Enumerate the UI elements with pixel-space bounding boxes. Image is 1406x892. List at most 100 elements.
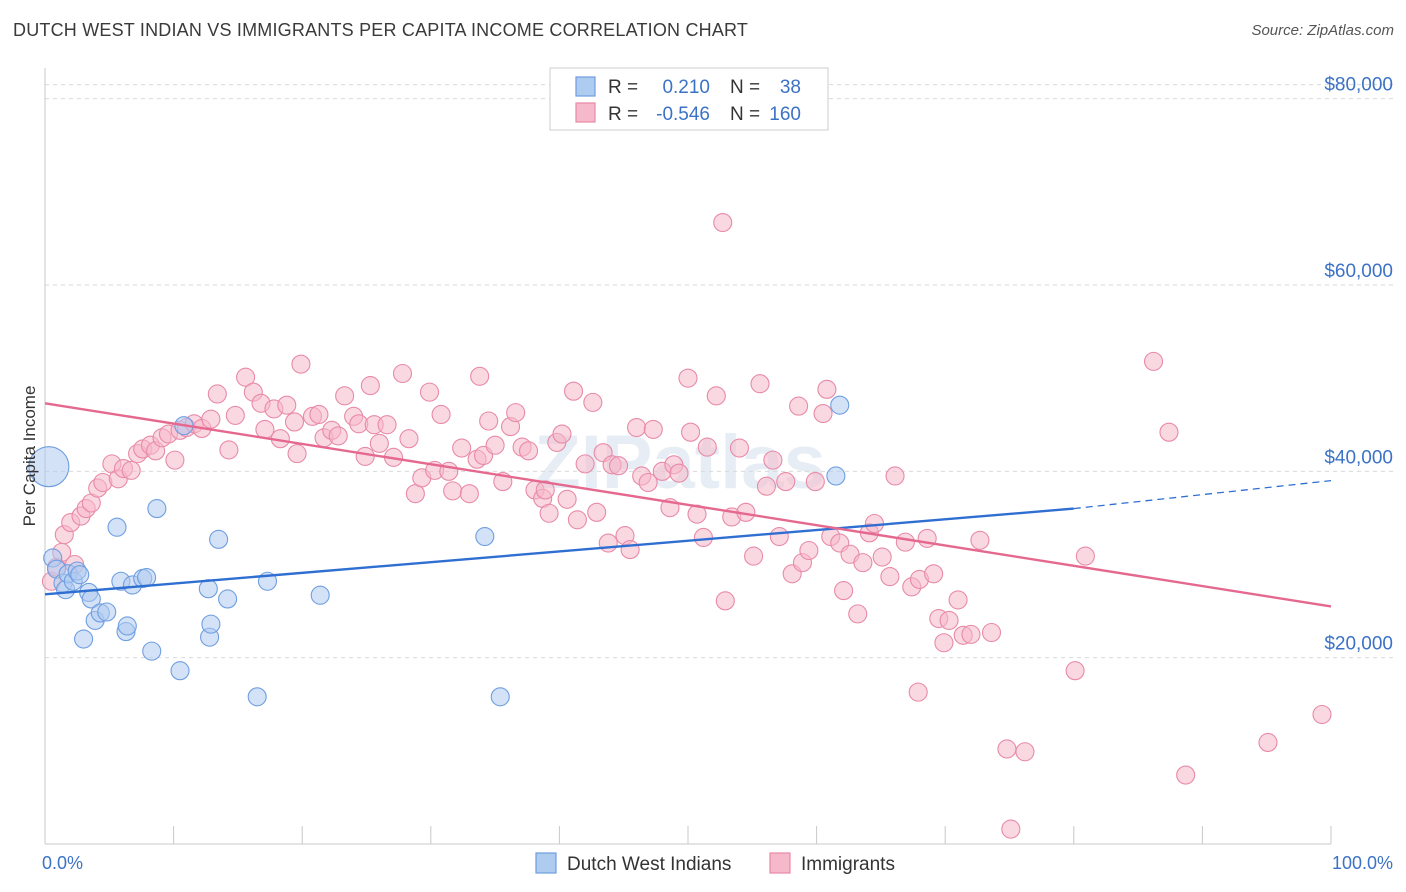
immigrants-point: [789, 396, 809, 416]
immigrants-point: [939, 610, 959, 630]
dutch-west-indians-point: [475, 526, 495, 547]
dutch-west-indians-point: [218, 589, 238, 609]
immigrants-point: [924, 564, 944, 584]
immigrants-point: [207, 384, 227, 404]
immigrants-point: [587, 502, 607, 522]
x-tick-max: 100.0%: [1332, 853, 1393, 873]
legend-n-label-blue: N =: [730, 77, 760, 98]
dutch-west-indians-point: [107, 517, 127, 537]
immigrants-point: [756, 476, 776, 496]
dutch-west-indians-point: [97, 602, 117, 622]
immigrants-point: [934, 633, 954, 653]
immigrants-point: [399, 429, 419, 449]
immigrants-point: [678, 368, 698, 388]
series-legend-swatch-blue: [535, 852, 557, 874]
immigrants-point: [236, 367, 256, 387]
immigrants-point: [895, 532, 915, 552]
immigrants-point: [485, 435, 505, 455]
immigrants-point: [219, 440, 239, 460]
x-tick-min: 0.0%: [42, 853, 83, 873]
immigrants-trend-line: [44, 402, 1332, 608]
dutch-west-indians-point: [830, 395, 850, 415]
immigrants-point: [799, 540, 819, 561]
immigrants-point: [443, 481, 463, 501]
immigrants-point: [715, 591, 735, 611]
immigrants-point: [776, 472, 796, 492]
dutch-west-indians-point: [137, 567, 157, 588]
immigrants-point: [309, 404, 329, 425]
immigrants-point: [563, 381, 584, 401]
immigrants-point: [669, 463, 689, 483]
immigrants-point: [355, 446, 375, 466]
immigrants-point: [813, 404, 833, 424]
dutch-west-indians-point: [28, 446, 70, 488]
immigrants-point: [287, 444, 307, 464]
immigrants-point: [575, 454, 595, 474]
immigrants-point: [369, 433, 389, 453]
immigrants-point: [769, 526, 789, 547]
immigrants-point: [1015, 742, 1035, 762]
immigrants-point: [997, 739, 1017, 759]
y-axis-label: Per Capita Income: [20, 386, 39, 527]
immigrants-point: [459, 484, 479, 504]
immigrants-point: [729, 438, 749, 458]
immigrants-point: [506, 403, 526, 423]
dutch-west-indians-trend-extension: [1073, 479, 1332, 510]
immigrants-point: [277, 395, 297, 415]
immigrants-point: [1312, 704, 1332, 725]
immigrants-point: [535, 480, 555, 500]
immigrants-point: [834, 581, 854, 601]
immigrants-point: [1159, 422, 1179, 442]
immigrants-point: [1176, 765, 1196, 785]
legend-r-value-blue: 0.210: [662, 77, 710, 98]
legend-r-value-pink: -0.546: [656, 104, 710, 125]
immigrants-point: [805, 472, 825, 492]
immigrants-point: [518, 441, 539, 461]
immigrants-point: [620, 540, 640, 560]
y-tick-labels: $20,000 $40,000 $60,000 $80,000: [1324, 75, 1393, 655]
series-legend-label-pink: Immigrants: [801, 854, 895, 875]
dutch-west-indians-point: [74, 629, 94, 649]
immigrants-point: [1143, 351, 1164, 371]
immigrants-point: [908, 682, 928, 702]
immigrants-point: [744, 546, 764, 566]
immigrants-point: [880, 567, 900, 587]
immigrants-point: [1075, 546, 1095, 566]
y-tick-label: $60,000: [1324, 261, 1393, 282]
immigrants-point: [470, 366, 490, 386]
immigrants-point: [713, 213, 733, 233]
immigrants-point: [419, 382, 440, 402]
legend-box: [549, 67, 829, 131]
immigrants-point: [598, 533, 618, 553]
immigrants-point: [643, 419, 663, 439]
immigrants-point: [970, 530, 990, 550]
immigrants-point: [609, 456, 629, 476]
immigrants-point: [552, 424, 572, 444]
immigrants-point: [225, 405, 245, 425]
dutch-west-indians-point: [201, 614, 221, 634]
immigrants-point: [817, 379, 837, 399]
immigrants-point: [392, 363, 413, 384]
immigrants-point: [255, 419, 275, 439]
immigrants-point: [948, 590, 968, 610]
immigrants-point: [165, 450, 185, 470]
dutch-west-indians-point: [170, 661, 190, 681]
series-legend: Dutch West Indians Immigrants: [535, 852, 895, 875]
dutch-west-indians-points: [28, 395, 850, 707]
immigrants-point: [557, 489, 577, 509]
immigrants-point: [1258, 732, 1278, 752]
legend-n-value-pink: 160: [769, 104, 801, 125]
legend-r-label-blue: R =: [608, 77, 638, 98]
dutch-west-indians-point: [826, 466, 846, 486]
legend-r-label-pink: R =: [608, 104, 638, 125]
legend-n-value-blue: 38: [780, 77, 801, 98]
legend-n-label-pink: N =: [730, 104, 760, 125]
immigrants-point: [328, 426, 348, 446]
dutch-west-indians-point: [117, 616, 137, 636]
immigrants-point: [681, 422, 701, 442]
dutch-west-indians-point: [310, 585, 330, 605]
dutch-west-indians-point: [247, 687, 267, 707]
immigrants-point: [627, 417, 647, 438]
correlation-legend: R = 0.210 N = 38 R = -0.546 N = 160: [549, 67, 829, 131]
